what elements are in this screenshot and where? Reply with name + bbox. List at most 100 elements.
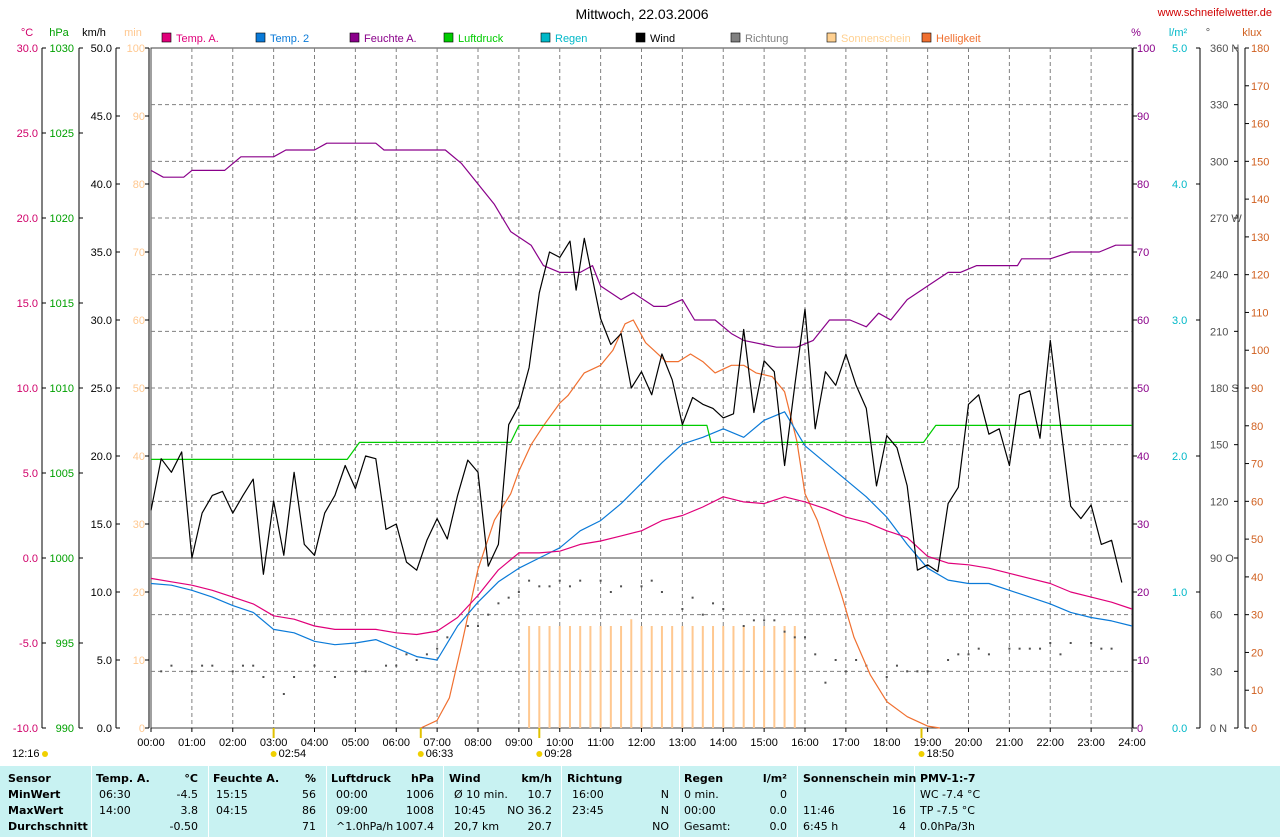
direction-point: [1059, 653, 1062, 656]
wind-value: 10.7: [527, 788, 553, 801]
x-tick-label: 16:00: [791, 737, 819, 749]
sunshine-value: 16: [892, 804, 906, 817]
axis-tick-label-temp: 0.0: [23, 553, 38, 565]
x-tick-label: 01:00: [178, 737, 206, 749]
legend-label: Luftdruck: [458, 33, 504, 45]
pmv-value: TP -7.5 °C: [920, 804, 975, 817]
direction-point: [681, 608, 684, 610]
axis-tick-label-direction: 120: [1210, 496, 1228, 508]
x-tick-label: 10:00: [546, 737, 574, 749]
direction-value: N: [660, 788, 669, 801]
pmv-value: WC -7.4 °C: [920, 788, 981, 801]
axis-tick-label-brightness: 0: [1251, 723, 1257, 735]
axis-tick-label-humidity: 100: [1137, 43, 1155, 55]
direction-point: [793, 636, 796, 639]
direction-point: [293, 676, 296, 678]
wind-value: NO 36.2: [507, 804, 552, 817]
direction-point: [201, 664, 204, 667]
header-pressure-unit: hPa: [410, 772, 434, 785]
direction-time: 23:45: [572, 804, 604, 817]
direction-point: [497, 602, 500, 605]
direction-point: [190, 670, 193, 673]
direction-point: [477, 625, 479, 627]
axis-tick-label-rain: 5.0: [1172, 43, 1187, 55]
x-tick-label: 14:00: [709, 737, 737, 749]
direction-point: [885, 676, 888, 678]
direction-point: [609, 591, 612, 593]
legend-swatch: [349, 32, 360, 43]
rain-value: 0: [780, 788, 787, 801]
axis-tick-label-brightness: 80: [1251, 421, 1263, 433]
legend-swatch: [161, 32, 172, 43]
axis-tick-label-brightness: 110: [1251, 307, 1269, 319]
header-wind: Wind: [449, 772, 481, 785]
direction-point: [650, 579, 653, 582]
axis-tick-label-brightness: 50: [1251, 534, 1263, 546]
temp-value: -4.5: [176, 788, 198, 801]
axis-unit-pressure: hPa: [49, 27, 69, 39]
axis-unit-temp: °C: [21, 27, 33, 39]
header-sunshine: Sonnenschein min: [803, 772, 917, 785]
x-tick-label: 12:00: [628, 737, 656, 749]
axis-tick-label-temp: 10.0: [17, 383, 38, 395]
x-tick-label: 24:00: [1118, 737, 1146, 749]
series-line-helligkeit: [420, 319, 940, 729]
axis-unit-labels: °C hPa km/h min% l/m² ° klux: [21, 27, 1262, 39]
axis-tick-label-wind: 50.0: [91, 43, 112, 55]
direction-point: [333, 676, 336, 678]
pressure-value: 1006: [406, 788, 434, 801]
legend-label: Feuchte A.: [364, 33, 417, 45]
axis-tick-label-humidity: 70: [1137, 247, 1149, 259]
direction-point: [252, 664, 255, 667]
axis-unit-direction: °: [1206, 27, 1210, 39]
direction-point: [977, 647, 980, 650]
direction-point: [804, 636, 806, 639]
x-tick-label: 05:00: [342, 737, 370, 749]
direction-point: [548, 585, 551, 588]
axis-tick-label-pressure: 1000: [50, 553, 74, 565]
moon-icon: [42, 751, 48, 757]
x-tick-label: 23:00: [1077, 737, 1105, 749]
axis-tick-label-sun: 10: [133, 655, 145, 667]
axis-tick-label-brightness: 60: [1251, 496, 1263, 508]
direction-value: N: [660, 804, 669, 817]
direction-point: [241, 664, 244, 667]
axis-tick-label-wind: 35.0: [91, 247, 112, 259]
weather-chart: www.schneifelwetter.de Mittwoch, 22.03.2…: [12, 6, 1272, 760]
legend-label: Regen: [555, 33, 587, 45]
temp-time: 06:30: [99, 788, 131, 801]
legend-label: Temp. 2: [270, 33, 309, 45]
x-tick-label: 09:00: [505, 737, 533, 749]
header-wind-unit: km/h: [521, 772, 552, 785]
legend-swatch: [635, 32, 646, 43]
direction-point: [1049, 642, 1052, 644]
axis-tick-label-pressure: 1025: [50, 128, 74, 140]
legend-swatch: [443, 32, 454, 43]
sun-event-label: 09:28: [544, 748, 572, 760]
x-tick-label: 04:00: [301, 737, 329, 749]
pressure-time: 00:00: [336, 788, 368, 801]
series-line-wind: [150, 237, 1123, 583]
direction-point: [660, 591, 663, 593]
x-axis: 00:00 01:00 02:00 03:00 04:00 05:00 06:00 07:00…: [12, 728, 1146, 760]
axis-tick-label-direction: 90 O: [1210, 553, 1234, 565]
site-link[interactable]: www.schneifelwetter.de: [1157, 7, 1272, 19]
header-rain-unit: l/m²: [762, 772, 787, 785]
sunshine-time: 6:45 h: [803, 820, 839, 833]
rain-time: 00:00: [684, 804, 716, 817]
axis-tick-label-sun: 40: [133, 451, 145, 463]
direction-point: [405, 653, 408, 656]
row-label: MinWert: [8, 788, 61, 801]
sun-event-label: 18:50: [926, 748, 954, 760]
axis-tick-label-rain: 0.0: [1172, 723, 1187, 735]
axis-tick-label-wind: 25.0: [91, 383, 112, 395]
sunshine-value: 4: [899, 820, 906, 833]
axis-tick-label-brightness: 150: [1251, 156, 1269, 168]
x-tick-label: 00:00: [137, 737, 165, 749]
sun-event-label: 02:54: [279, 748, 307, 760]
direction-point: [446, 636, 449, 639]
axis-tick-label-pressure: 995: [56, 638, 74, 650]
table-divider: [208, 766, 209, 837]
axis-tick-label-rain: 4.0: [1172, 179, 1187, 191]
legend-swatch: [921, 32, 932, 43]
